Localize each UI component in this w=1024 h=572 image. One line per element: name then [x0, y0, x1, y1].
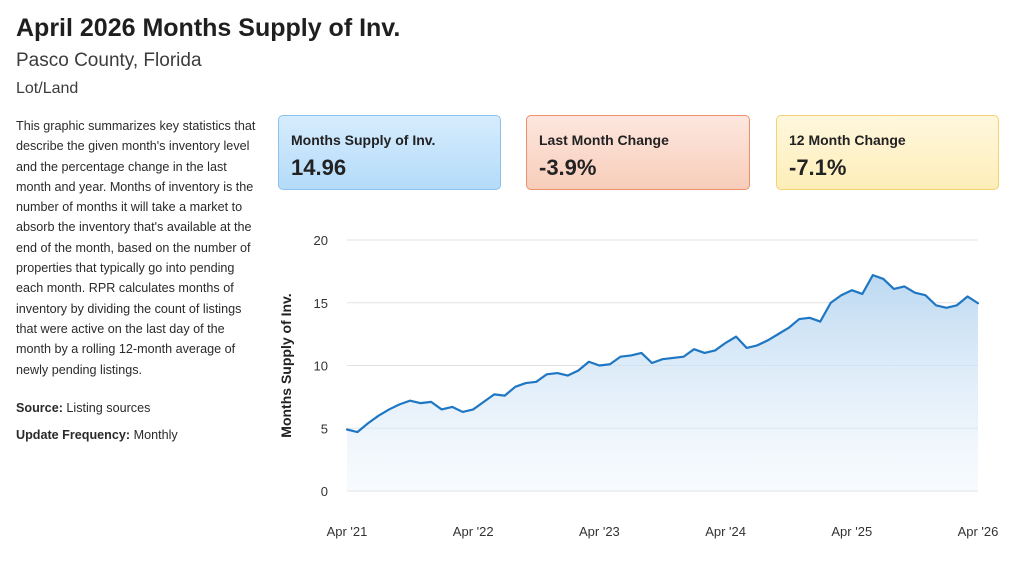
y-tick-label: 15 — [314, 296, 328, 311]
page-title: April 2026 Months Supply of Inv. — [16, 14, 401, 42]
frequency-line: Update Frequency: Monthly — [16, 428, 178, 442]
last-month-change-card: Last Month Change -3.9% — [526, 115, 750, 190]
y-tick-label: 0 — [321, 484, 328, 499]
twelve-month-change-card: 12 Month Change -7.1% — [776, 115, 999, 190]
x-tick-label: Apr '24 — [705, 524, 746, 539]
location-subtitle: Pasco County, Florida — [16, 50, 202, 71]
source-label: Source: — [16, 401, 63, 415]
y-tick-label: 10 — [314, 359, 328, 374]
card-value: 14.96 — [291, 155, 347, 180]
months-supply-card: Months Supply of Inv. 14.96 — [278, 115, 501, 190]
y-tick-label: 5 — [321, 421, 328, 436]
source-value: Listing sources — [66, 401, 151, 415]
description-text: This graphic summarizes key statistics t… — [16, 119, 256, 377]
frequency-label: Update Frequency: — [16, 428, 131, 442]
supply-chart: 0 5 10 15 20 Months Supply of Inv. Apr '21 Apr … — [278, 233, 999, 539]
frequency-value: Monthly — [133, 428, 178, 442]
x-tick-label: Apr '25 — [831, 524, 872, 539]
series-area — [347, 275, 978, 491]
card-value: -3.9% — [539, 155, 597, 180]
y-axis-label: Months Supply of Inv. — [278, 293, 294, 437]
card-value: -7.1% — [789, 155, 847, 180]
x-tick-label: Apr '23 — [579, 524, 620, 539]
card-label: 12 Month Change — [789, 132, 906, 148]
x-tick-label: Apr '22 — [453, 524, 494, 539]
x-tick-label: Apr '26 — [958, 524, 999, 539]
x-tick-label: Apr '21 — [327, 524, 368, 539]
card-label: Months Supply of Inv. — [291, 132, 436, 148]
card-label: Last Month Change — [539, 132, 669, 148]
y-tick-label: 20 — [314, 233, 328, 248]
source-line: Source: Listing sources — [16, 401, 150, 415]
series-line — [345, 274, 980, 434]
property-category: Lot/Land — [16, 80, 79, 97]
